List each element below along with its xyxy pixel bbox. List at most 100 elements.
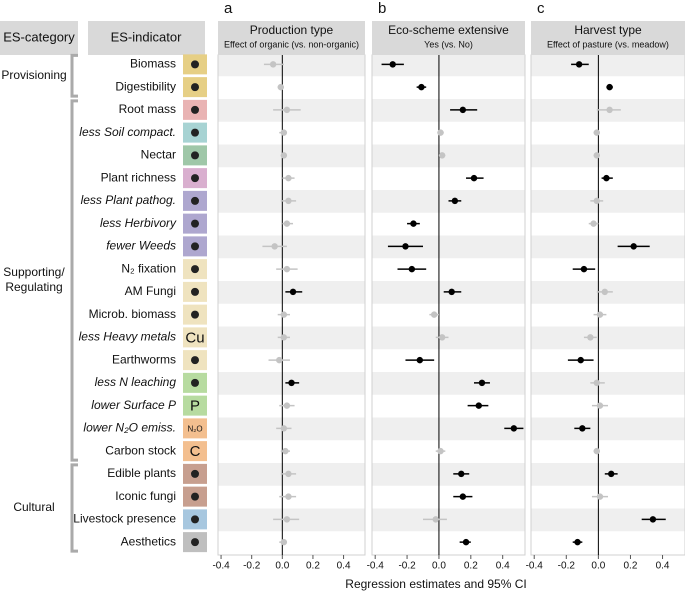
x-tick-label: -0.2 — [558, 561, 576, 572]
estimate-point — [282, 447, 289, 455]
estimate-point — [579, 425, 586, 432]
icon-glyph — [191, 310, 199, 319]
icon-glyph — [191, 515, 199, 524]
estimate-point — [285, 470, 292, 478]
panel-letter: a — [224, 0, 233, 17]
panel-header — [531, 21, 685, 55]
estimate-point — [630, 243, 637, 250]
indicator-label: less Plant pathog. — [81, 193, 176, 207]
x-tick-label: 0.4 — [496, 561, 510, 572]
indicator-label: less Soil compact. — [79, 125, 176, 139]
indicator-label: less Herbivory — [100, 216, 177, 230]
indicator-label: Nectar — [141, 148, 176, 162]
estimate-point — [590, 220, 597, 227]
x-tick-label: -0.2 — [243, 561, 261, 572]
panel-title: Production type — [250, 23, 334, 37]
estimate-point — [593, 447, 600, 455]
estimate-point — [408, 265, 416, 273]
header-box — [0, 21, 78, 55]
estimate-point — [410, 220, 417, 227]
estimate-point — [593, 197, 600, 205]
row-stripe — [531, 53, 685, 77]
icon-glyph — [191, 60, 199, 69]
estimate-point — [283, 220, 291, 227]
icon-text: N₂O — [187, 424, 202, 433]
icon-glyph — [191, 265, 199, 274]
estimate-point — [418, 83, 425, 91]
estimate-point — [280, 538, 288, 546]
estimate-point — [606, 83, 613, 91]
icon-glyph — [191, 469, 199, 478]
x-tick-label: -0.2 — [398, 561, 416, 572]
indicator-label: less Heavy metals — [79, 330, 176, 344]
estimate-point — [458, 470, 465, 478]
x-tick-label: 0.4 — [656, 561, 670, 572]
estimate-point — [601, 288, 608, 296]
estimate-point — [430, 311, 438, 318]
estimate-point — [280, 425, 288, 432]
indicator-icon — [183, 441, 207, 462]
x-tick-label: 0.2 — [306, 561, 320, 572]
indicator-label: lower Surface P — [91, 398, 176, 412]
estimate-point — [276, 356, 283, 364]
estimate-point — [283, 265, 291, 273]
panel-letter: c — [537, 0, 545, 17]
estimate-point — [593, 129, 600, 136]
icon-glyph — [191, 378, 199, 387]
row-stripe — [372, 99, 525, 122]
x-tick-label: 0.0 — [432, 561, 446, 572]
indicator-icon — [183, 418, 207, 439]
estimate-point — [451, 197, 459, 205]
estimate-point — [438, 334, 446, 341]
icon-glyph — [191, 287, 199, 296]
icon-glyph — [191, 219, 199, 228]
indicator-icon — [183, 327, 207, 348]
x-tick-label: 0.2 — [464, 561, 478, 572]
panel-letter: b — [378, 0, 386, 17]
estimate-point — [280, 311, 288, 318]
indicator-label: Root mass — [119, 102, 176, 116]
icon-text: P — [190, 398, 200, 415]
panel-header — [218, 21, 365, 55]
panel-subtitle: Effect of organic (vs. non-organic) — [224, 39, 359, 49]
indicator-label: less N leaching — [95, 375, 177, 389]
panel-subtitle: Yes (vs. No) — [424, 39, 473, 49]
indicator-label: AM Fungi — [125, 284, 176, 298]
estimate-point — [448, 288, 455, 296]
indicator-label: Microb. biomass — [89, 307, 176, 321]
estimate-point — [437, 129, 444, 136]
panel-title: Harvest type — [574, 23, 642, 37]
row-stripe — [372, 53, 525, 77]
row-stripe — [531, 372, 685, 395]
indicator-label: Plant richness — [101, 170, 176, 184]
category-bracket — [70, 463, 78, 553]
estimate-point — [280, 334, 288, 341]
estimate-point — [277, 83, 284, 91]
estimate-point — [577, 356, 584, 364]
panel-subtitle: Effect of pasture (vs. meadow) — [547, 39, 669, 49]
x-tick-label: -0.4 — [367, 561, 385, 572]
row-stripe — [372, 235, 525, 259]
row-stripe — [218, 326, 365, 350]
estimate-point — [283, 106, 291, 114]
estimate-point — [283, 402, 291, 409]
estimate-point — [402, 243, 409, 250]
category-label: Cultural — [13, 500, 54, 514]
icon-glyph — [191, 492, 199, 501]
estimate-point — [478, 379, 486, 387]
estimate-point — [432, 516, 439, 523]
estimate-point — [459, 106, 467, 114]
estimate-point — [285, 174, 292, 182]
indicator-label: N₂ fixation — [121, 261, 176, 275]
icon-glyph — [191, 83, 199, 92]
estimate-point — [587, 334, 594, 341]
estimate-point — [459, 493, 467, 500]
row-stripe — [372, 508, 525, 532]
estimate-point — [603, 174, 610, 182]
header-box — [88, 21, 205, 55]
indicator-label: Aesthetics — [121, 534, 176, 548]
estimate-point — [593, 379, 600, 387]
estimate-point — [389, 61, 396, 68]
estimate-point — [574, 538, 581, 546]
